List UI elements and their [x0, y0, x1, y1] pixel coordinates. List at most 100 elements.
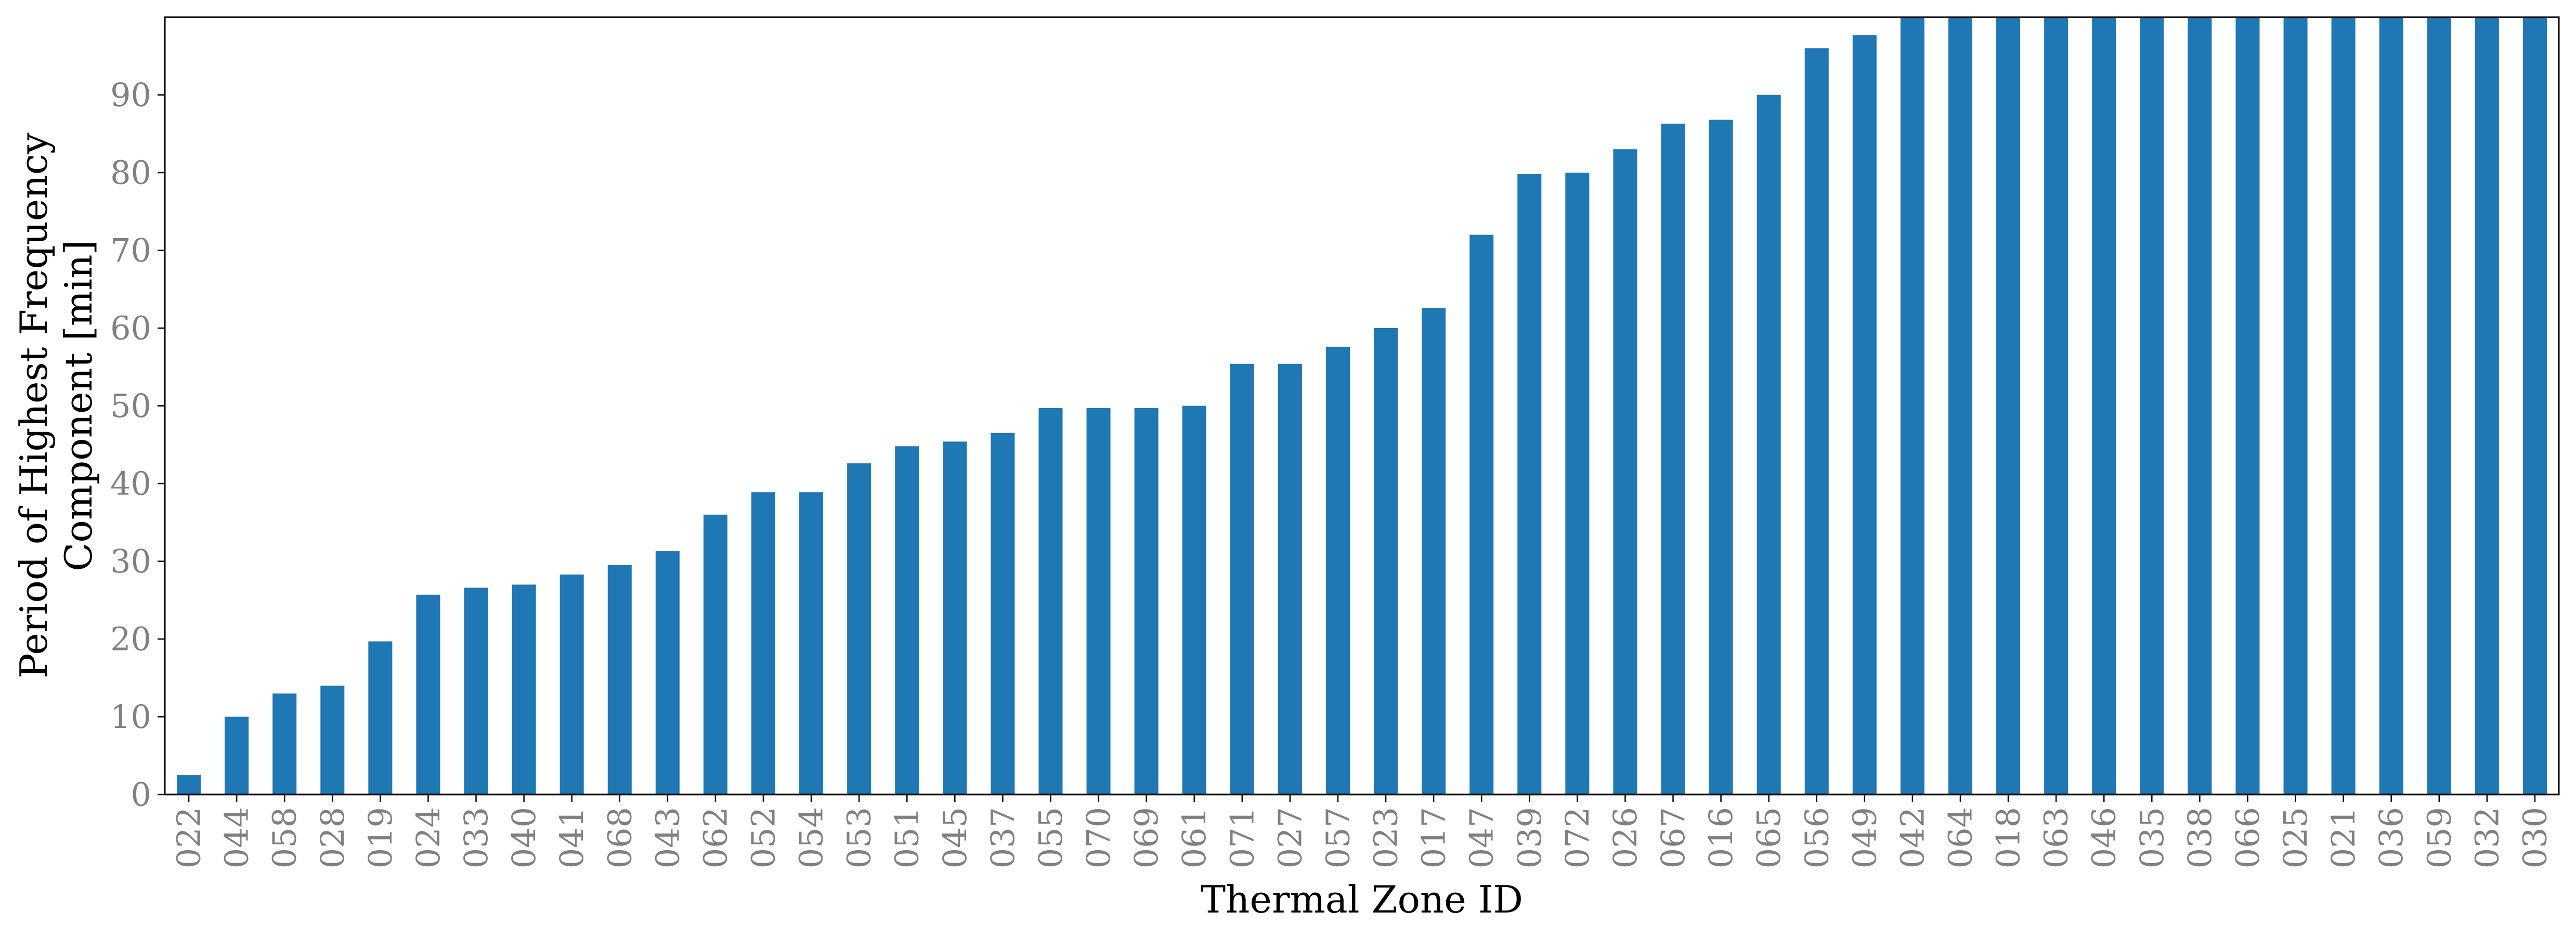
x-tick-label-061: 061	[1175, 807, 1213, 868]
x-tick-label-058: 058	[266, 807, 304, 868]
x-tick-label-049: 049	[1845, 807, 1883, 868]
x-tick-label-053: 053	[840, 807, 878, 868]
bar-033	[464, 588, 488, 794]
x-tick-label-064: 064	[1942, 807, 1980, 868]
bar-018	[1996, 17, 2021, 794]
bar-022	[177, 775, 201, 795]
bar-055	[1038, 408, 1063, 794]
x-tick-label-051: 051	[888, 807, 926, 868]
bar-027	[1278, 363, 1302, 794]
x-tick-label-054: 054	[792, 807, 830, 868]
bar-069	[1134, 408, 1159, 794]
bar-042	[1900, 17, 1924, 794]
x-tick-label-016: 016	[1702, 807, 1740, 868]
bar-017	[1422, 308, 1446, 794]
bar-046	[2092, 17, 2116, 794]
bar-041	[560, 574, 584, 794]
x-tick-label-024: 024	[409, 807, 447, 868]
bar-045	[943, 441, 967, 794]
bar-036	[2379, 17, 2403, 794]
x-tick-label-018: 018	[1989, 807, 2027, 868]
x-tick-label-030: 030	[2516, 807, 2554, 868]
bar-025	[2283, 17, 2308, 794]
y-tick-label-10: 10	[110, 698, 151, 736]
x-tick-label-027: 027	[1271, 807, 1309, 868]
x-tick-label-059: 059	[2420, 807, 2458, 868]
x-tick-label-045: 045	[936, 807, 974, 868]
bar-035	[2140, 17, 2164, 794]
x-tick-label-044: 044	[218, 807, 256, 868]
x-tick-label-063: 063	[2037, 807, 2075, 868]
x-tick-label-037: 037	[984, 807, 1022, 868]
bar-028	[320, 685, 345, 794]
bar-039	[1517, 174, 1542, 794]
bar-062	[703, 514, 727, 794]
bar-021	[2331, 17, 2356, 794]
bar-047	[1469, 234, 1494, 795]
x-tick-label-066: 066	[2229, 807, 2267, 868]
bar-044	[225, 716, 249, 794]
x-axis-label: Thermal Zone ID	[1201, 878, 1523, 921]
bar-068	[607, 565, 632, 794]
x-axis: 022 044 058 028 019 024 033 040 041 068 043 062 052 0…	[170, 794, 2554, 868]
bar-024	[416, 594, 440, 794]
bars-layer	[177, 17, 2547, 795]
bar-057	[1325, 346, 1350, 794]
x-tick-label-036: 036	[2372, 807, 2410, 868]
bar-056	[1804, 48, 1829, 794]
x-tick-label-023: 023	[1367, 807, 1405, 868]
x-tick-label-068: 068	[601, 807, 639, 868]
bar-065	[1757, 95, 1781, 794]
bar-070	[1086, 408, 1111, 794]
x-tick-label-017: 017	[1415, 807, 1453, 868]
y-tick-label-90: 90	[110, 76, 151, 114]
bar-049	[1852, 35, 1877, 794]
plot-frame	[164, 16, 2560, 796]
y-axis-label-line-2: Component [min]	[57, 240, 100, 571]
bar-063	[2044, 17, 2068, 794]
x-tick-label-019: 019	[361, 807, 399, 868]
y-axis-label-line-1: Period of Highest Frequency	[12, 133, 56, 679]
bar-023	[1374, 328, 1398, 794]
x-tick-label-057: 057	[1319, 807, 1357, 868]
bar-032	[2475, 17, 2499, 794]
bar-054	[799, 492, 824, 794]
bar-066	[2235, 17, 2260, 794]
x-tick-label-069: 069	[1127, 807, 1165, 868]
y-tick-label-30: 30	[110, 542, 151, 580]
x-tick-label-070: 070	[1079, 807, 1117, 868]
x-tick-label-041: 041	[553, 807, 591, 868]
x-tick-label-047: 047	[1463, 807, 1501, 868]
y-tick-label-40: 40	[110, 465, 151, 503]
y-tick-label-70: 70	[110, 231, 151, 269]
x-tick-label-026: 026	[1606, 807, 1644, 868]
x-tick-label-033: 033	[457, 807, 495, 868]
y-tick-label-80: 80	[110, 154, 151, 192]
x-tick-label-071: 071	[1223, 807, 1261, 868]
bar-030	[2522, 17, 2547, 794]
bar-072	[1565, 173, 1590, 794]
y-tick-label-0: 0	[131, 776, 151, 814]
bar-071	[1230, 363, 1254, 794]
x-tick-label-056: 056	[1798, 807, 1836, 868]
x-tick-label-062: 062	[696, 807, 734, 868]
bar-016	[1709, 120, 1733, 795]
bar-061	[1182, 406, 1206, 794]
x-tick-label-055: 055	[1032, 807, 1070, 868]
x-tick-label-028: 028	[314, 807, 352, 868]
x-tick-label-032: 032	[2468, 807, 2506, 868]
x-tick-label-040: 040	[505, 807, 543, 868]
y-tick-label-50: 50	[110, 387, 151, 425]
bar-038	[2188, 17, 2212, 794]
bar-051	[895, 446, 919, 794]
bar-019	[368, 641, 393, 794]
x-tick-label-042: 042	[1893, 807, 1931, 868]
y-tick-label-20: 20	[110, 620, 151, 658]
x-tick-label-046: 046	[2085, 807, 2123, 868]
x-tick-label-039: 039	[1511, 807, 1549, 868]
bar-058	[272, 693, 297, 794]
x-tick-label-052: 052	[745, 807, 783, 868]
x-tick-label-035: 035	[2133, 807, 2171, 868]
